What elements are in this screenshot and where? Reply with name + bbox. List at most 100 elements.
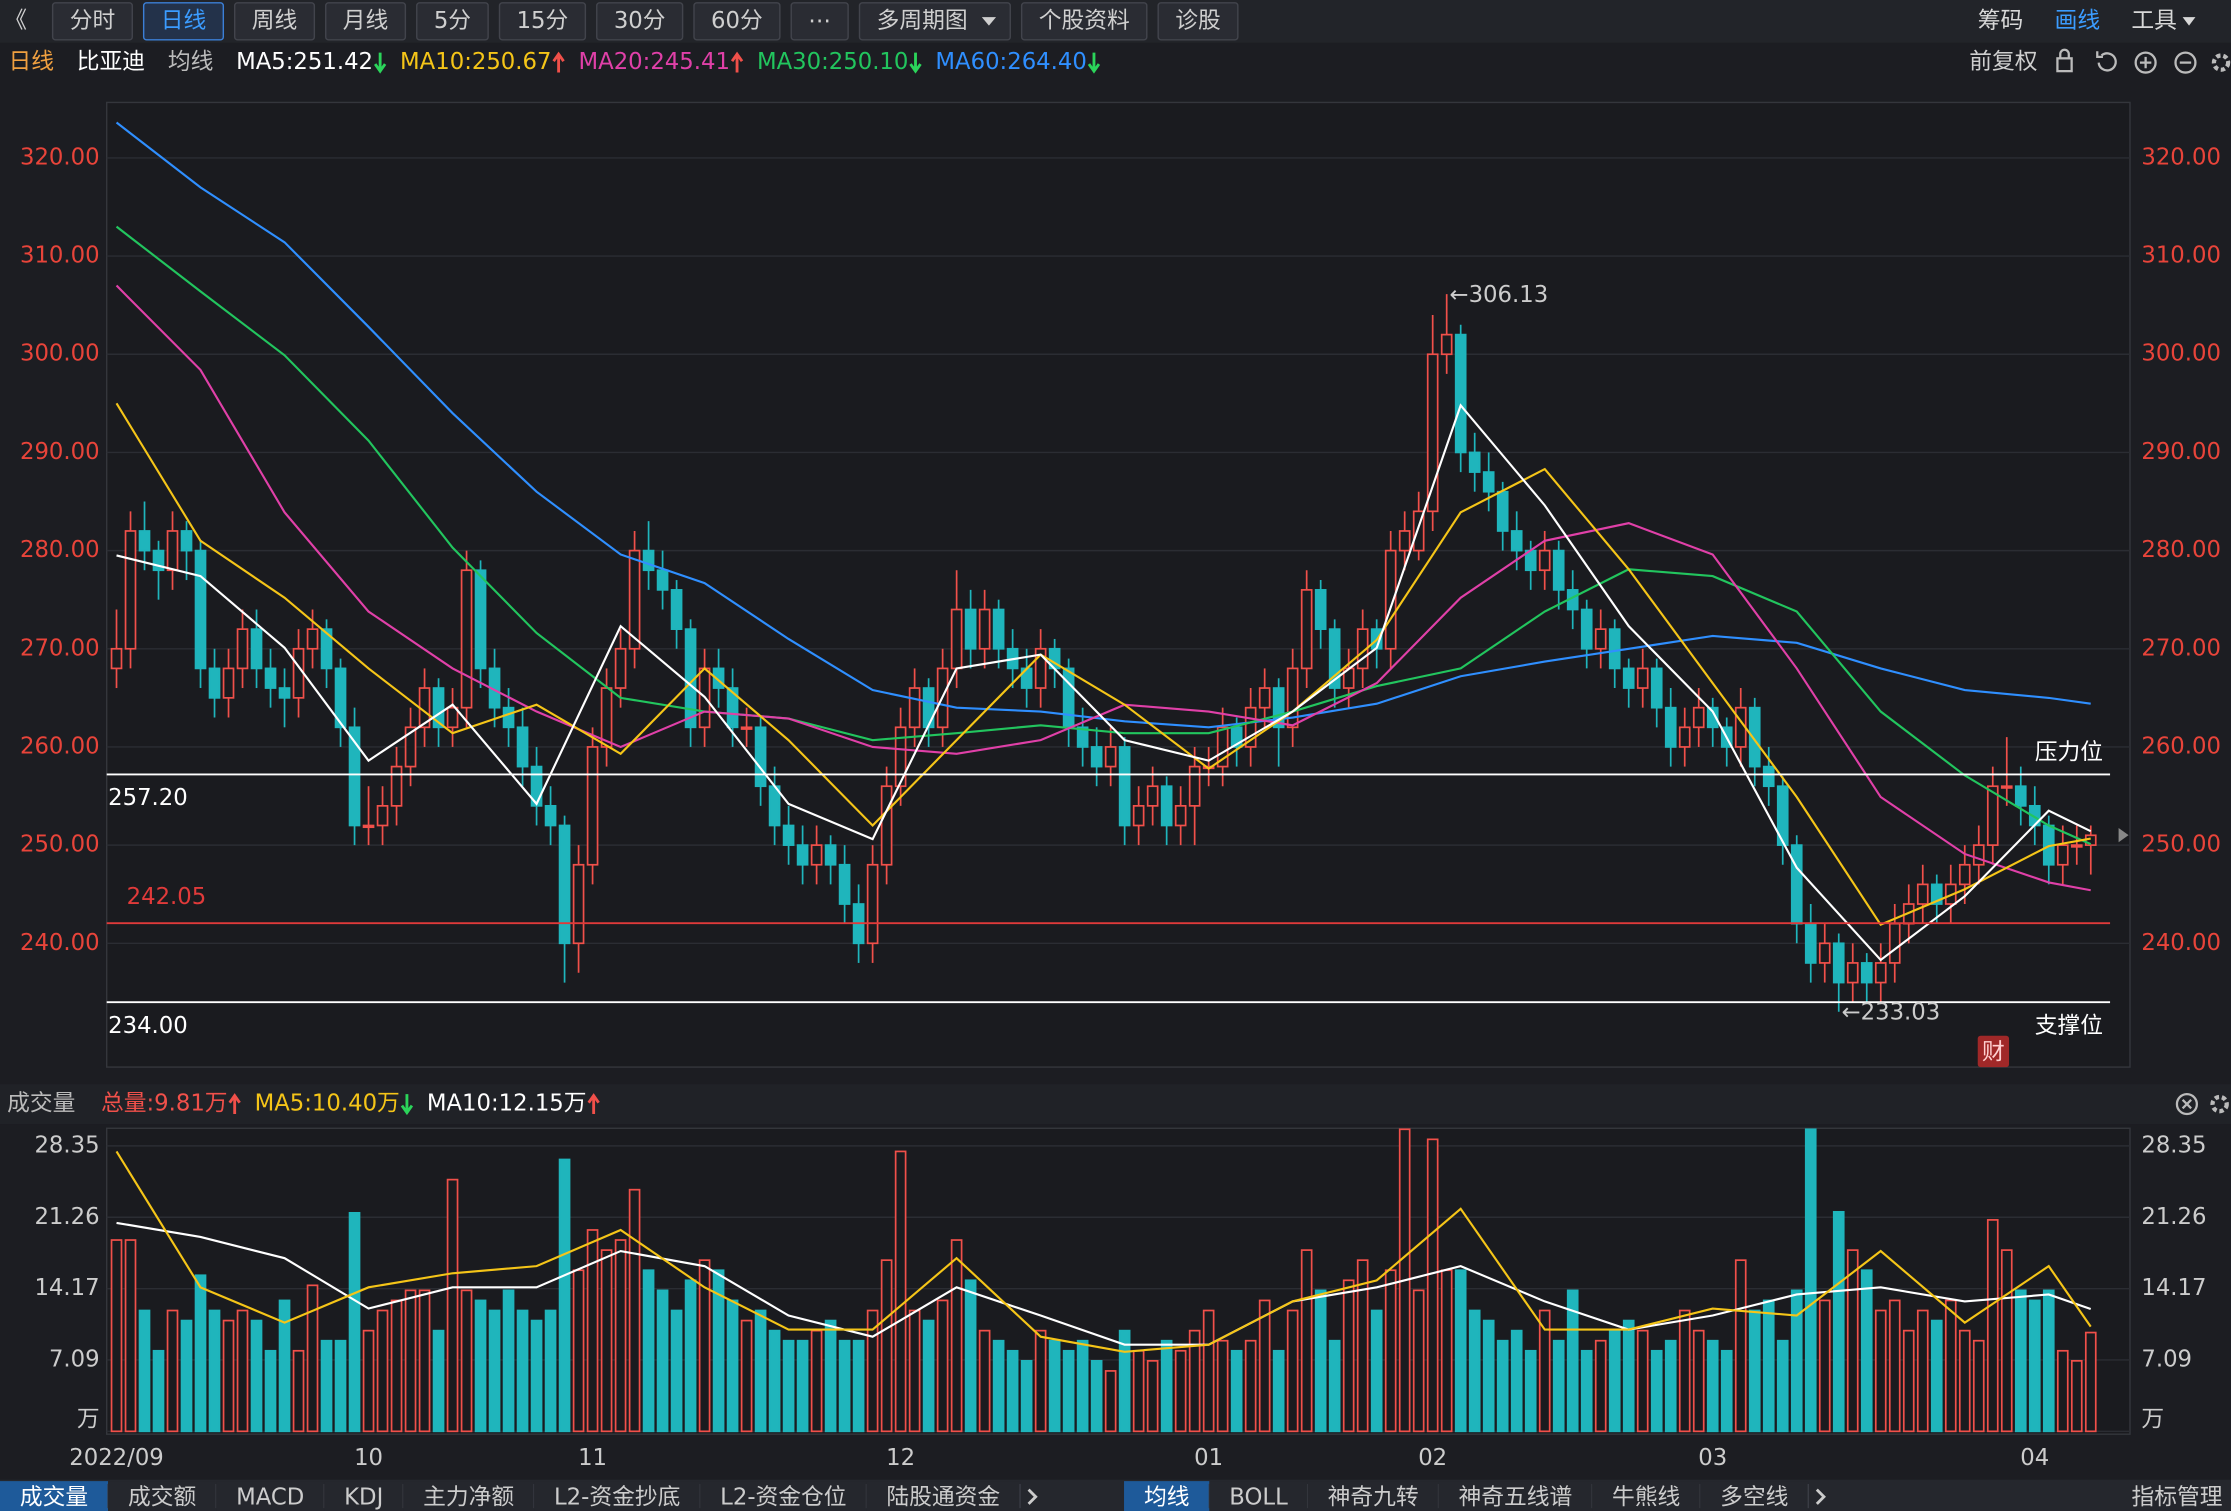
- volume-bar: [1174, 1349, 1187, 1433]
- volume-bar: [922, 1319, 935, 1433]
- toolbar-button[interactable]: [325, 2, 407, 41]
- volume-bar: [894, 1150, 907, 1433]
- candle-body: [208, 667, 221, 699]
- toolbar-button[interactable]: [858, 2, 1011, 41]
- toolbar-button[interactable]: [1157, 2, 1239, 41]
- volume-bar: [936, 1299, 949, 1433]
- toolbar-button[interactable]: [596, 2, 684, 41]
- tab[interactable]: [403, 1481, 535, 1511]
- toolbar-button[interactable]: [790, 2, 849, 41]
- tab-label: 多空线: [1720, 1485, 1788, 1511]
- tab[interactable]: [1592, 1481, 1701, 1511]
- lock-icon[interactable]: [2056, 57, 2073, 73]
- header-icons: [2056, 48, 2231, 1116]
- tab-scroll[interactable]: [1027, 1488, 1038, 1505]
- candle-body: [1286, 667, 1299, 729]
- volume-bar: [1482, 1319, 1495, 1433]
- y-tick-label: 280.00: [2141, 537, 2221, 563]
- header-ma-label: 均线: [168, 49, 214, 75]
- undo-icon[interactable]: [2096, 51, 2117, 72]
- volume-settings-icon[interactable]: [2210, 1094, 2229, 1114]
- toolbar-button[interactable]: [693, 2, 781, 41]
- candle-body: [1328, 628, 1341, 689]
- toolbar-button-label: 分时: [70, 8, 116, 34]
- trend-arrow: [373, 52, 387, 74]
- tab[interactable]: [700, 1481, 867, 1511]
- candle-body: [810, 844, 823, 866]
- toolbar-link[interactable]: 筹码: [1978, 8, 2024, 34]
- candle-body: [1622, 667, 1635, 689]
- volume-bar: [1930, 1319, 1943, 1433]
- tab-label: 陆股通资金: [886, 1485, 1000, 1511]
- ma-line: [116, 403, 2092, 962]
- zoom-in-icon[interactable]: [2134, 51, 2157, 74]
- adjust-mode[interactable]: 前复权: [1969, 49, 2038, 75]
- x-tick-label: 03: [1698, 1445, 1727, 1471]
- volume-bar: [1090, 1359, 1103, 1433]
- tab-scroll[interactable]: [1815, 1488, 1826, 1505]
- candle-body: [726, 687, 739, 729]
- toolbar-button[interactable]: [498, 2, 587, 41]
- tab[interactable]: [108, 1481, 217, 1511]
- toolbar-link[interactable]: 画线: [2055, 8, 2101, 34]
- volume-bar: [1580, 1349, 1593, 1433]
- toolbar-button[interactable]: [416, 2, 489, 41]
- settings-icon[interactable]: [2211, 53, 2231, 72]
- y-tick-label: 310.00: [2141, 243, 2221, 269]
- y-tick-label: 240.00: [2141, 930, 2221, 956]
- volume-bar: [572, 1269, 585, 1433]
- toolbar-button-label: 诊股: [1175, 8, 1221, 34]
- candle-body: [922, 687, 935, 729]
- tab[interactable]: [1438, 1481, 1593, 1511]
- zoom-out-icon[interactable]: [2174, 51, 2197, 74]
- toolbar-link[interactable]: 工具: [2131, 8, 2177, 34]
- toolbar-button-label: 《: [4, 8, 27, 34]
- candle-body: [1860, 962, 1873, 984]
- candle-body: [1818, 942, 1831, 964]
- y-tick-label: 320.00: [20, 144, 100, 170]
- tab[interactable]: [216, 1481, 325, 1511]
- toolbar-button[interactable]: [1020, 2, 1148, 41]
- volume-bar: [2042, 1289, 2055, 1433]
- tab-label: 成交量: [20, 1485, 88, 1511]
- candle-body: [1440, 333, 1453, 356]
- toolbar-button[interactable]: [51, 2, 133, 41]
- volume-bar: [866, 1309, 879, 1433]
- ma-line: [115, 1150, 2092, 1353]
- y-tick-label: 250.00: [2141, 832, 2221, 858]
- volume-bar: [124, 1239, 137, 1433]
- tab[interactable]: [1307, 1481, 1439, 1511]
- candle-body: [432, 687, 445, 729]
- x-tick-label: 04: [2020, 1445, 2049, 1471]
- tab[interactable]: [1124, 1481, 1210, 1511]
- candle-body: [586, 746, 599, 866]
- tab[interactable]: [0, 1481, 109, 1511]
- tab[interactable]: [324, 1481, 404, 1511]
- y-tick-label: 7.09: [49, 1346, 100, 1372]
- tab[interactable]: [534, 1481, 701, 1511]
- volume-bar: [208, 1309, 221, 1433]
- candle-body: [1482, 471, 1495, 493]
- tab-label: 成交额: [128, 1485, 197, 1511]
- toolbar-button-label: 日线: [161, 8, 207, 34]
- volume-bar: [1804, 1128, 1817, 1433]
- volume-title: 成交量: [7, 1091, 75, 1117]
- volume-bar: [2000, 1249, 2013, 1433]
- candle-body: [460, 569, 473, 709]
- volume-bar: [138, 1309, 151, 1433]
- badge-bg[interactable]: [1977, 1035, 2010, 1068]
- toolbar-button-label: 周线: [252, 8, 298, 34]
- candle-body: [1384, 549, 1397, 650]
- toolbar-button[interactable]: [142, 2, 225, 41]
- toolbar-button-label: 多周期图: [877, 8, 968, 34]
- toolbar-button[interactable]: [233, 2, 316, 41]
- tab[interactable]: [1700, 1481, 1809, 1511]
- tab[interactable]: [866, 1481, 1021, 1511]
- close-icon[interactable]: [2175, 1092, 2198, 1116]
- volume-bar: [796, 1339, 809, 1433]
- level-label: 234.00: [108, 1013, 188, 1039]
- tab-manage[interactable]: 指标管理: [2131, 1485, 2222, 1511]
- volume-bar: [628, 1188, 641, 1433]
- candle-body: [880, 785, 893, 866]
- tab[interactable]: [1209, 1481, 1308, 1511]
